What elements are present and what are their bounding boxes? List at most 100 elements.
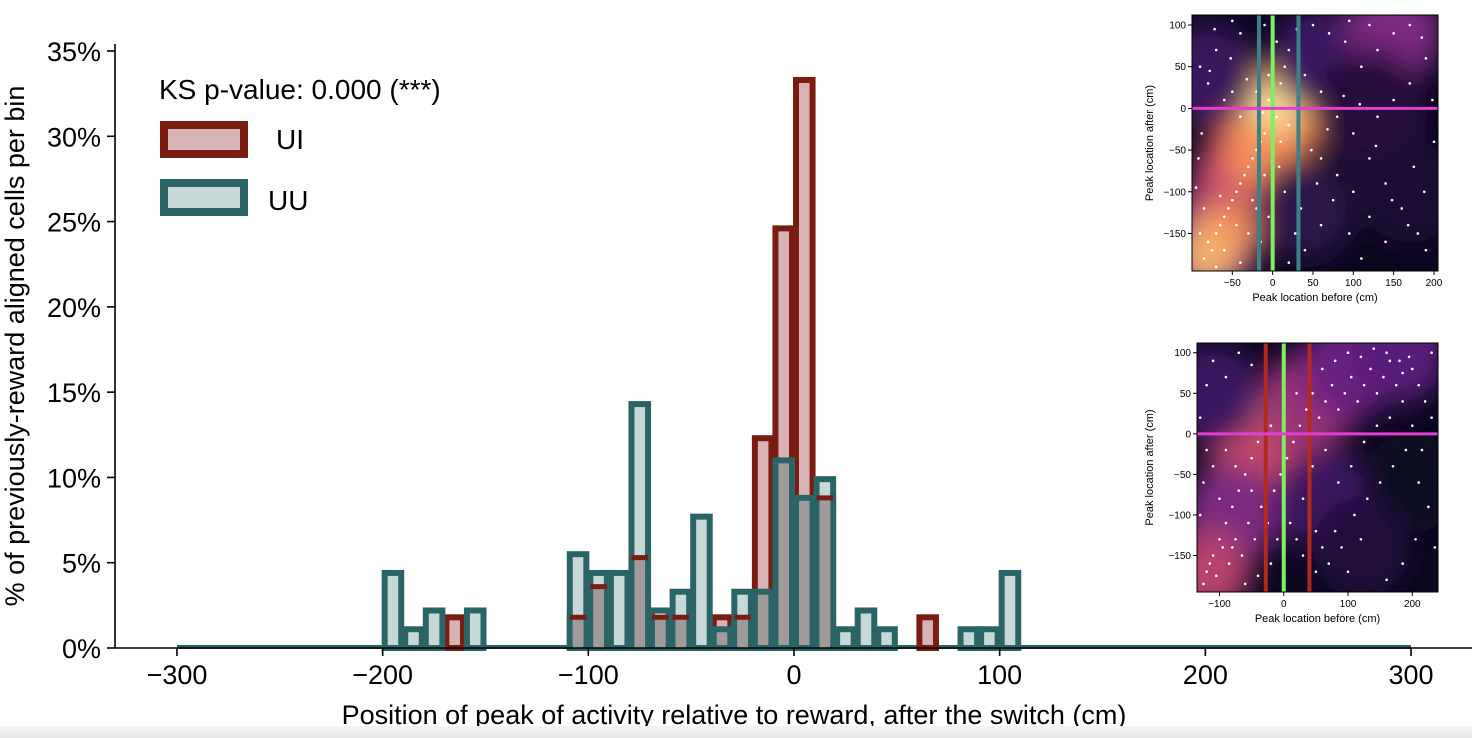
uu-bar	[402, 626, 425, 651]
scatter-point	[1224, 375, 1228, 379]
scatter-point	[1239, 115, 1242, 119]
inset-y-tick-label: −50	[1169, 146, 1186, 157]
scatter-point	[1293, 232, 1297, 235]
scatter-point	[1432, 140, 1436, 144]
scatter-point	[1267, 98, 1270, 102]
scatter-point	[1388, 359, 1392, 363]
scatter-point	[1198, 416, 1202, 419]
inset-x-axis-label: Peak location before (cm)	[1255, 613, 1380, 625]
scatter-point	[1337, 481, 1340, 484]
overlap-fill	[737, 617, 748, 648]
scatter-point	[1205, 570, 1208, 574]
scatter-point	[1239, 182, 1242, 185]
inset-y-tick-label: 100	[1174, 348, 1191, 359]
inset-x-tick-label: 200	[1426, 278, 1443, 289]
uu-bar	[422, 607, 446, 652]
scatter-point	[1410, 367, 1414, 371]
scatter-point	[1311, 391, 1314, 395]
scatter-point	[1231, 19, 1234, 23]
inset-y-tick-label: 50	[1180, 389, 1192, 400]
scatter-point	[1202, 207, 1206, 210]
scatter-point	[1283, 65, 1287, 69]
inset-y-tick-label: 100	[1169, 21, 1186, 32]
density-blob	[1255, 157, 1355, 260]
scatter-point	[1353, 513, 1356, 517]
scatter-point	[1231, 505, 1234, 509]
scatter-point	[1424, 57, 1428, 60]
uu-bar	[834, 626, 857, 651]
scatter-point	[1360, 65, 1363, 69]
scatter-point	[1382, 375, 1385, 379]
ui-bar	[916, 614, 939, 651]
scatter-point	[1243, 173, 1246, 177]
scatter-point	[1226, 207, 1230, 210]
scatter-point	[1420, 448, 1424, 452]
scatter-point	[1408, 82, 1412, 85]
scatter-point	[1384, 182, 1387, 185]
scatter-point	[1211, 359, 1215, 363]
scatter-point	[1287, 48, 1291, 52]
scatter-point	[1410, 424, 1414, 428]
scatter-point	[1416, 232, 1420, 235]
scatter-point	[1342, 94, 1345, 98]
heatmap-inset-top: −50 0 50 100 150 200 100 50 0 −50 −100 −150 Peak loc…	[1144, 14, 1443, 304]
scatter-point	[1222, 98, 1226, 102]
histogram-bars	[177, 76, 1411, 652]
inset-x-tick-label: −50	[1224, 278, 1241, 289]
scatter-point	[1229, 57, 1233, 60]
scatter-point	[1256, 574, 1260, 578]
overlap-fill	[593, 586, 604, 648]
uu-bar	[772, 457, 796, 651]
scatter-point	[1431, 98, 1434, 102]
scatter-point	[1218, 194, 1222, 198]
scatter-point	[1378, 481, 1382, 484]
scatter-point	[1417, 383, 1421, 387]
uu-bar	[957, 626, 981, 651]
scatter-point	[1210, 248, 1214, 252]
scatter-point	[1214, 265, 1218, 269]
scatter-point	[1211, 464, 1215, 468]
scatter-point	[1261, 111, 1265, 114]
scatter-point	[1263, 132, 1266, 135]
scatter-point	[1315, 182, 1319, 185]
scatter-point	[1412, 165, 1416, 169]
y-tick-label: 30%	[47, 122, 101, 152]
scatter-point	[1272, 489, 1276, 492]
scatter-point	[1303, 248, 1307, 252]
scatter-point	[1376, 48, 1379, 52]
scatter-point	[1275, 40, 1278, 43]
scatter-point	[1333, 529, 1337, 533]
scatter-point	[1314, 570, 1318, 574]
x-tick-label: −100	[558, 660, 619, 690]
scatter-point	[1295, 391, 1298, 395]
scatter-point	[1275, 115, 1278, 119]
scatter-point	[1407, 355, 1411, 359]
scatter-point	[1310, 148, 1313, 152]
scatter-point	[1206, 82, 1210, 85]
y-tick-label: 20%	[47, 293, 101, 323]
legend-label-uu: UU	[268, 185, 308, 216]
inset-y-tick-label: −100	[1163, 187, 1186, 198]
scatter-point	[1243, 473, 1247, 476]
x-tick-label: 100	[977, 660, 1022, 690]
scatter-point	[1267, 215, 1270, 219]
scatter-point	[1414, 537, 1417, 541]
x-tick-label: 200	[1183, 660, 1228, 690]
scatter-point	[1285, 456, 1289, 460]
scatter-point	[1263, 23, 1266, 27]
heatmap-frame	[1191, 14, 1439, 272]
scatter-point	[1366, 497, 1369, 501]
scatter-point	[1279, 82, 1283, 85]
inset-x-tick-label: 50	[1307, 278, 1319, 289]
scatter-point	[1287, 261, 1291, 264]
scatter-point	[1222, 248, 1226, 252]
ui-bar	[443, 614, 466, 651]
scatter-point	[1398, 359, 1401, 363]
inset-y-tick-label: −50	[1174, 470, 1191, 481]
legend-swatch-uu	[160, 179, 248, 216]
inset-x-tick-label: 100	[1340, 599, 1357, 610]
scatter-point	[1330, 383, 1334, 387]
scatter-point	[1368, 23, 1371, 27]
scatter-point	[1352, 190, 1355, 194]
scatter-point	[1250, 489, 1253, 492]
